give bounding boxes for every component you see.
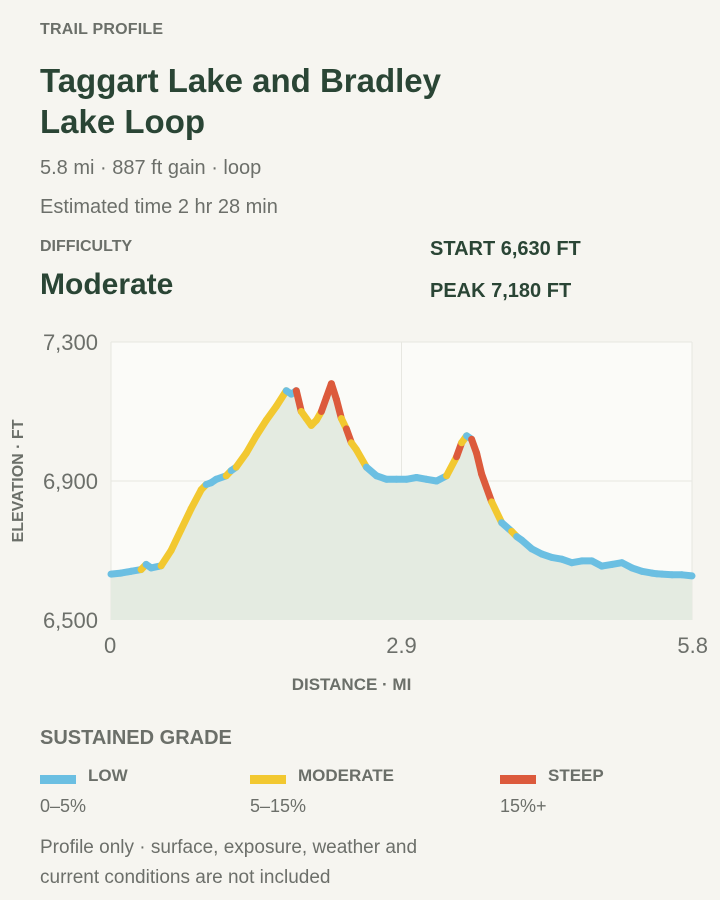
x-tick-label: 5.8 xyxy=(677,633,708,658)
y-tick-label: 7,300 xyxy=(43,330,98,355)
y-axis-label: ELEVATION · FT xyxy=(10,419,27,542)
grade-segment xyxy=(678,571,696,580)
section-eyebrow: TRAIL PROFILE xyxy=(40,21,164,38)
legend-item-name: MODERATE xyxy=(298,766,395,785)
disclaimer-note: Profile only · surface, exposure, weathe… xyxy=(40,837,418,888)
difficulty-label: DIFFICULTY xyxy=(40,238,133,255)
difficulty-value: Moderate xyxy=(40,268,174,301)
y-tick-label: 6,500 xyxy=(43,608,98,633)
trail-title: Taggart Lake and Bradley Lake Loop xyxy=(40,62,442,140)
legend-item-range: 5–15% xyxy=(250,796,307,816)
legend-item-range: 0–5% xyxy=(40,796,87,816)
grade-segment xyxy=(177,505,195,534)
low-grade-swatch xyxy=(40,775,76,784)
peak-elevation: PEAK 7,180 FT xyxy=(430,280,572,302)
grade-segment xyxy=(473,449,486,478)
grade-segment xyxy=(443,453,461,480)
x-axis-label: DISTANCE · MI xyxy=(292,675,412,694)
legend-item-name: STEEP xyxy=(548,766,604,785)
y-tick-label: 6,900 xyxy=(43,469,98,494)
moderate-grade-swatch xyxy=(250,775,286,784)
trail-summary: 5.8 mi · 887 ft gain · loop xyxy=(40,157,262,179)
start-elevation: START 6,630 FT xyxy=(430,238,581,260)
grade-segment xyxy=(478,470,496,506)
steep-grade-swatch xyxy=(500,775,536,784)
legend-title: SUSTAINED GRADE xyxy=(40,727,232,749)
estimated-time: Estimated time 2 hr 28 min xyxy=(40,196,278,218)
grade-segment xyxy=(167,526,185,554)
grade-segment xyxy=(187,486,205,513)
x-axis-ticks: 0 2.9 5.8 xyxy=(104,633,708,658)
grade-segment xyxy=(488,498,506,527)
legend-item-name: LOW xyxy=(88,766,128,785)
x-tick-label: 0 xyxy=(104,633,116,658)
x-tick-label: 2.9 xyxy=(386,633,417,658)
elevation-profile-chart: 7,300 6,900 6,500 0 2.9 5.8 ELEVATION · FT D… xyxy=(10,330,708,694)
grade-segment xyxy=(292,387,305,415)
y-axis-ticks: 7,300 6,900 6,500 xyxy=(43,330,98,633)
legend-item-range: 15%+ xyxy=(500,796,547,816)
grade-line xyxy=(107,380,696,580)
